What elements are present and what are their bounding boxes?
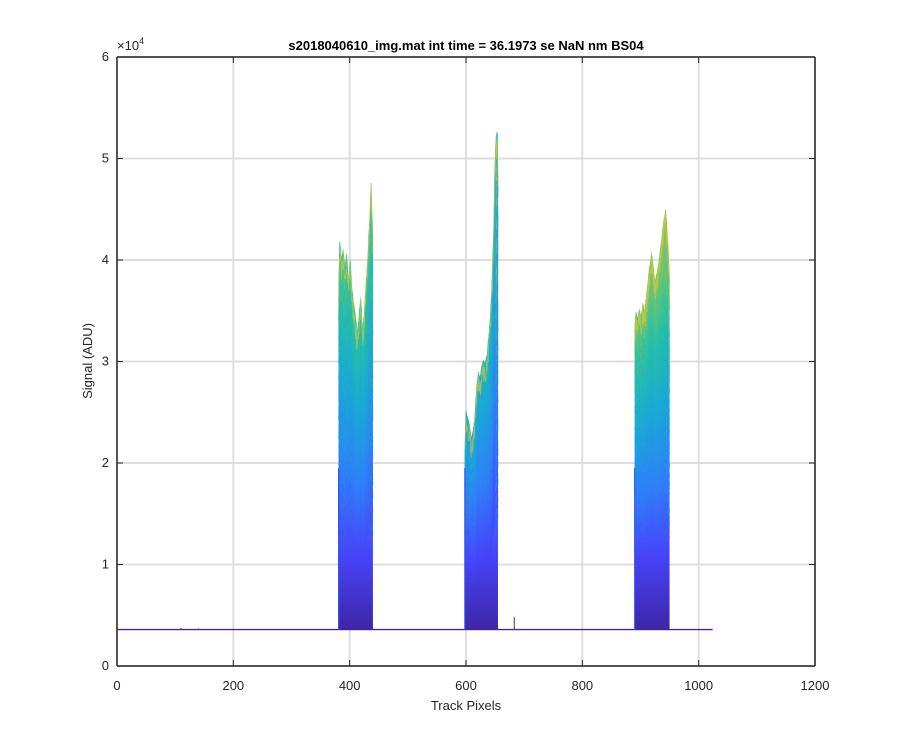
series-trace <box>634 473 670 521</box>
series-trace <box>338 517 374 559</box>
series-trace <box>634 332 670 421</box>
chart-title: s2018040610_img.mat int time = 36.1973 s… <box>288 38 644 53</box>
series-trace <box>338 483 374 535</box>
series-trace <box>338 298 374 420</box>
y-tick-label: 2 <box>102 455 109 470</box>
series-trace <box>634 386 670 455</box>
series-trace <box>464 437 499 563</box>
data-layer <box>117 130 713 631</box>
series-trace <box>338 387 374 474</box>
series-trace <box>634 512 670 546</box>
x-tick-label: 400 <box>339 678 361 693</box>
series-trace <box>338 488 374 538</box>
peak-top-outline <box>634 213 670 342</box>
series-trace <box>634 506 670 542</box>
series-trace <box>338 244 374 372</box>
series-trace <box>464 485 499 578</box>
series-trace <box>634 502 670 541</box>
series-trace <box>634 496 670 535</box>
series-trace <box>634 380 670 450</box>
series-trace <box>338 240 374 381</box>
series-trace <box>338 497 374 547</box>
series-trace <box>464 300 499 514</box>
x-tick-label: 600 <box>455 678 477 693</box>
tick-labels: 0 200 400 600 800 1000 1200 0 1 2 3 4 5 6 <box>102 49 830 693</box>
y-tick-label: 5 <box>102 151 109 166</box>
series-trace <box>338 473 374 528</box>
series-trace <box>464 462 499 572</box>
series-trace <box>338 510 374 553</box>
y-tick-label: 3 <box>102 354 109 369</box>
series-trace <box>634 429 670 488</box>
y-tick-label: 6 <box>102 49 109 64</box>
x-tick-label: 200 <box>222 678 244 693</box>
x-tick-label: 800 <box>571 678 593 693</box>
series-trace <box>338 457 374 514</box>
series-trace <box>338 369 374 458</box>
series-trace <box>464 501 499 585</box>
series-trace <box>338 506 374 550</box>
y-tick-label: 1 <box>102 557 109 572</box>
series-trace <box>634 518 670 551</box>
series-trace <box>464 490 499 581</box>
series-trace <box>634 364 670 439</box>
y-exponent-base: ×10 <box>117 38 139 53</box>
peak-3 <box>634 209 670 630</box>
series-trace <box>634 393 670 464</box>
series-trace <box>338 351 374 451</box>
series-trace <box>634 209 670 326</box>
series-trace <box>634 307 670 397</box>
series-trace <box>634 483 670 527</box>
x-tick-label: 1000 <box>684 678 713 693</box>
series-trace <box>634 458 670 507</box>
series-trace <box>634 236 670 350</box>
series-trace <box>338 431 374 503</box>
series-trace <box>464 429 499 557</box>
series-trace <box>634 468 670 514</box>
series-trace <box>338 449 374 513</box>
series-trace <box>464 257 499 496</box>
series-trace <box>464 339 499 528</box>
series-trace <box>634 426 670 486</box>
y-tick-label: 4 <box>102 252 109 267</box>
peak-1 <box>338 182 374 630</box>
series-trace <box>634 295 670 392</box>
y-tick-label: 0 <box>102 658 109 673</box>
series-trace <box>634 418 670 481</box>
axes <box>116 56 816 667</box>
peak-top-outline <box>464 137 499 458</box>
series-trace <box>338 408 374 486</box>
x-axis-label: Track Pixels <box>431 698 502 713</box>
y-exponent-label: ×104 <box>117 36 144 53</box>
y-exponent-power: 4 <box>139 36 144 46</box>
series-trace <box>634 388 670 461</box>
x-tick-label: 1200 <box>801 678 830 693</box>
x-tick-label: 0 <box>113 678 120 693</box>
series-trace <box>634 522 670 555</box>
series-trace <box>338 318 374 428</box>
series-trace <box>464 203 499 475</box>
series-trace <box>634 261 670 367</box>
peak-top-outline <box>338 184 374 350</box>
series-trace <box>634 257 670 367</box>
series-trace <box>338 182 374 337</box>
y-axis-label: Signal (ADU) <box>80 323 95 399</box>
peak-2 <box>464 130 499 630</box>
series-trace <box>338 462 374 524</box>
series-trace <box>634 445 670 500</box>
series-trace <box>634 492 670 533</box>
series-trace <box>464 388 499 545</box>
series-trace <box>634 413 670 480</box>
series-trace <box>634 434 670 496</box>
